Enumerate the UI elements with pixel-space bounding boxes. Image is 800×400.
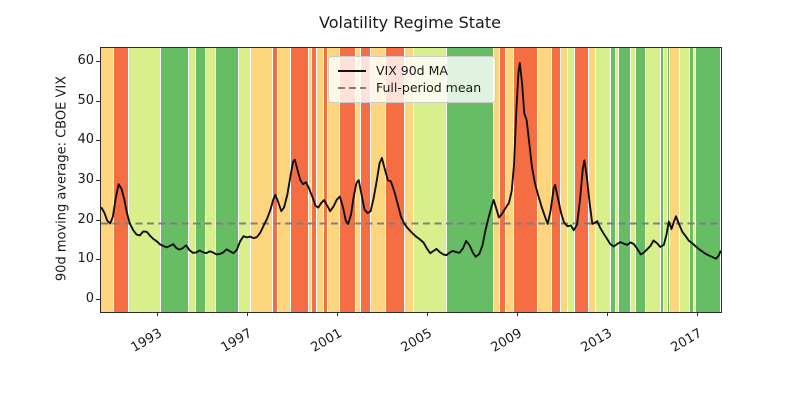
x-tick-mark bbox=[247, 312, 248, 316]
y-tick-mark bbox=[96, 100, 100, 102]
regime-band-normal bbox=[616, 48, 619, 312]
regime-band-elevated bbox=[538, 48, 552, 312]
x-tick-label: 1997 bbox=[218, 326, 255, 356]
dashed-line-swatch-icon bbox=[338, 86, 366, 89]
y-tick-mark bbox=[96, 259, 100, 261]
regime-band-crisis bbox=[513, 48, 538, 312]
x-tick-label: 1993 bbox=[128, 326, 165, 356]
y-tick-mark bbox=[96, 140, 100, 142]
regime-band-normal bbox=[188, 48, 196, 312]
y-tick-label: 20 bbox=[77, 211, 94, 227]
regime-band-crisis bbox=[551, 48, 561, 312]
y-tick-label: 60 bbox=[77, 52, 94, 68]
regime-band-crisis bbox=[324, 48, 328, 312]
legend-item-1: Full-period mean bbox=[337, 79, 487, 96]
legend-label: VIX 90d MA bbox=[376, 63, 448, 78]
x-tick-mark bbox=[517, 312, 518, 316]
plot-area: VIX 90d MA Full-period mean bbox=[100, 47, 722, 313]
regime-band-elevated bbox=[589, 48, 596, 312]
regime-band-normal bbox=[630, 48, 636, 312]
regime-band-calm bbox=[668, 48, 670, 312]
x-tick-label: 2013 bbox=[578, 326, 615, 356]
regime-band-crisis bbox=[340, 48, 356, 312]
y-tick-mark bbox=[96, 60, 100, 62]
regime-band-crisis bbox=[272, 48, 278, 312]
regime-band-normal bbox=[238, 48, 251, 312]
y-tick-label: 30 bbox=[77, 172, 94, 187]
regime-band-elevated bbox=[405, 48, 414, 312]
regime-band-elevated bbox=[250, 48, 273, 312]
regime-band-calm bbox=[216, 48, 239, 312]
regime-band-elevated bbox=[670, 48, 680, 312]
x-tick-mark bbox=[697, 312, 698, 316]
regime-band-normal bbox=[596, 48, 611, 312]
regime-band-calm bbox=[195, 48, 206, 312]
x-tick-mark bbox=[427, 312, 428, 316]
x-tick-mark bbox=[156, 312, 158, 316]
legend-label: Full-period mean bbox=[376, 80, 482, 95]
x-tick-label: 2009 bbox=[488, 326, 525, 356]
regime-band-normal bbox=[128, 48, 161, 312]
x-tick-mark bbox=[607, 312, 608, 316]
regime-band-elevated bbox=[277, 48, 291, 312]
regime-band-crisis bbox=[500, 48, 506, 312]
vix-90d-ma-line bbox=[101, 62, 721, 260]
regime-band-calm bbox=[661, 48, 664, 312]
regime-band-calm bbox=[610, 48, 616, 312]
regime-band-elevated bbox=[371, 48, 386, 312]
regime-band-elevated bbox=[493, 48, 500, 312]
x-tick-label: 2001 bbox=[308, 326, 345, 356]
line-layer bbox=[101, 62, 721, 260]
regime-band-normal bbox=[680, 48, 690, 312]
regime-band-elevated bbox=[560, 48, 568, 312]
regime-band-crisis bbox=[113, 48, 129, 312]
y-tick-label: 50 bbox=[77, 92, 94, 108]
regime-band-normal bbox=[693, 48, 696, 312]
regime-band-normal bbox=[205, 48, 216, 312]
regime-band-elevated bbox=[308, 48, 312, 312]
solid-line-swatch-icon bbox=[338, 69, 366, 72]
regime-band-crisis bbox=[311, 48, 317, 312]
regime-band-elevated bbox=[506, 48, 514, 312]
regime-band-calm bbox=[689, 48, 694, 312]
regime-band-calm bbox=[635, 48, 646, 312]
regime-band-elevated bbox=[317, 48, 324, 312]
regime-band-calm bbox=[619, 48, 631, 312]
x-tick-mark bbox=[337, 312, 338, 316]
chart-title: Volatility Regime State bbox=[319, 13, 501, 32]
x-tick-label: 2017 bbox=[668, 326, 705, 356]
regime-band-crisis bbox=[385, 48, 405, 312]
legend: VIX 90d MA Full-period mean bbox=[328, 56, 496, 103]
regime-bands-layer bbox=[101, 48, 721, 312]
regime-band-crisis bbox=[360, 48, 371, 312]
y-tick-mark bbox=[96, 180, 100, 181]
y-tick-mark bbox=[96, 219, 100, 221]
regime-band-calm bbox=[696, 48, 721, 312]
regime-band-elevated bbox=[328, 48, 340, 312]
regime-band-normal bbox=[664, 48, 668, 312]
x-tick-label: 2005 bbox=[398, 326, 435, 356]
y-tick-mark bbox=[96, 299, 100, 301]
y-tick-label: 10 bbox=[77, 251, 94, 267]
regime-band-elevated bbox=[101, 48, 114, 312]
regime-band-calm bbox=[160, 48, 189, 312]
regime-band-normal bbox=[567, 48, 575, 312]
legend-item-0: VIX 90d MA bbox=[337, 62, 487, 79]
y-tick-label: 40 bbox=[77, 132, 94, 148]
y-tick-label: 0 bbox=[85, 291, 94, 307]
